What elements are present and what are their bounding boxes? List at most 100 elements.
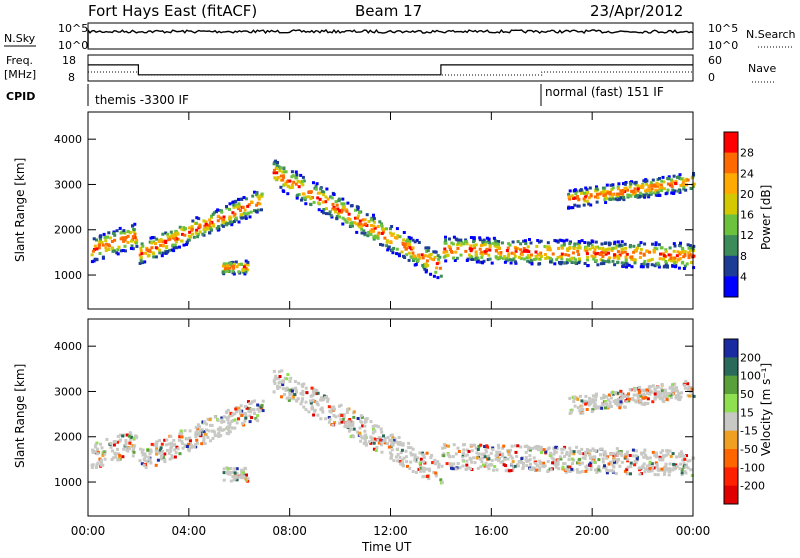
range-cell <box>364 222 368 226</box>
range-cell <box>418 256 422 260</box>
range-cell <box>281 387 285 391</box>
range-cell <box>352 427 356 431</box>
range-cell <box>654 243 658 247</box>
range-cell <box>538 462 542 466</box>
range-cell <box>142 457 146 461</box>
range-cell <box>619 450 623 453</box>
range-cell <box>367 440 371 444</box>
range-cell <box>642 396 646 400</box>
range-cell <box>668 246 672 250</box>
range-cell <box>560 244 564 248</box>
range-cell <box>298 180 302 184</box>
range-cell <box>154 442 158 446</box>
range-cell <box>355 430 359 434</box>
range-cell <box>103 457 107 461</box>
range-cell <box>228 430 232 434</box>
range-cell <box>395 247 399 251</box>
range-cell <box>639 399 643 403</box>
range-cell <box>389 240 393 244</box>
range-cell <box>112 440 116 443</box>
range-cell <box>243 208 247 212</box>
range-cell <box>401 241 405 245</box>
range-cell <box>642 462 646 466</box>
range-cell <box>486 258 490 262</box>
range-cell <box>234 199 238 203</box>
range-cell <box>653 473 657 477</box>
range-cell <box>335 215 339 218</box>
range-cell <box>427 246 431 250</box>
range-cell <box>456 462 460 465</box>
range-cell <box>281 189 285 193</box>
range-cell <box>282 166 286 170</box>
range-cell <box>602 189 606 193</box>
range-cell <box>615 451 619 455</box>
range-cell <box>680 468 684 472</box>
range-cell <box>309 191 313 194</box>
range-cell <box>185 240 189 244</box>
range-cell <box>325 212 328 216</box>
range-cell <box>506 457 510 461</box>
range-cell <box>585 188 589 192</box>
range-cell <box>226 269 230 273</box>
range-cell <box>333 420 337 424</box>
range-cell <box>629 461 633 465</box>
range-cell <box>610 405 613 408</box>
range-cell <box>657 183 660 187</box>
range-cell <box>590 254 594 258</box>
range-cell <box>497 459 500 462</box>
range-cell <box>665 449 669 453</box>
range-cell <box>564 467 568 471</box>
range-cell <box>548 454 552 458</box>
range-cell <box>629 181 633 185</box>
range-cell <box>326 197 330 201</box>
range-cell <box>587 202 591 206</box>
range-cell <box>478 247 482 251</box>
range-cell <box>613 253 616 257</box>
range-cell <box>665 397 669 401</box>
range-cell <box>179 429 183 433</box>
range-cell <box>654 188 658 192</box>
range-cell <box>429 256 433 260</box>
range-cell <box>605 197 609 200</box>
range-cell <box>415 470 418 474</box>
range-cell <box>475 254 478 258</box>
range-cell <box>593 248 597 252</box>
range-cell <box>362 229 366 233</box>
range-cell <box>356 216 359 220</box>
range-cell <box>99 458 103 462</box>
range-cell <box>312 413 316 417</box>
range-cell <box>315 400 319 404</box>
range-cell <box>591 398 595 402</box>
range-cell <box>594 252 598 256</box>
range-cell <box>372 216 376 220</box>
range-cell <box>467 450 471 453</box>
range-cell <box>369 232 373 236</box>
range-cell <box>96 461 100 465</box>
range-cell <box>118 226 122 230</box>
range-cell <box>480 452 484 456</box>
range-cell <box>315 389 319 393</box>
range-cell <box>337 414 341 418</box>
range-cell <box>509 261 513 265</box>
range-cell <box>256 414 260 418</box>
range-cell <box>585 249 589 253</box>
range-cell <box>237 270 241 274</box>
range-cell <box>621 395 625 398</box>
range-cell <box>340 208 344 212</box>
range-cell <box>320 396 324 400</box>
range-cell <box>198 224 202 228</box>
range-cell <box>464 249 468 253</box>
range-cell <box>202 430 206 434</box>
range-cell <box>180 227 184 231</box>
range-cell <box>422 453 426 457</box>
range-cell <box>615 461 619 465</box>
range-cell <box>578 257 581 261</box>
range-cell <box>421 466 425 470</box>
range-cell <box>272 171 276 175</box>
range-cell <box>272 379 276 383</box>
range-cell <box>322 190 326 194</box>
range-cell <box>178 225 182 229</box>
range-cell <box>288 390 292 394</box>
range-cell <box>568 446 572 450</box>
range-cell <box>450 241 454 245</box>
